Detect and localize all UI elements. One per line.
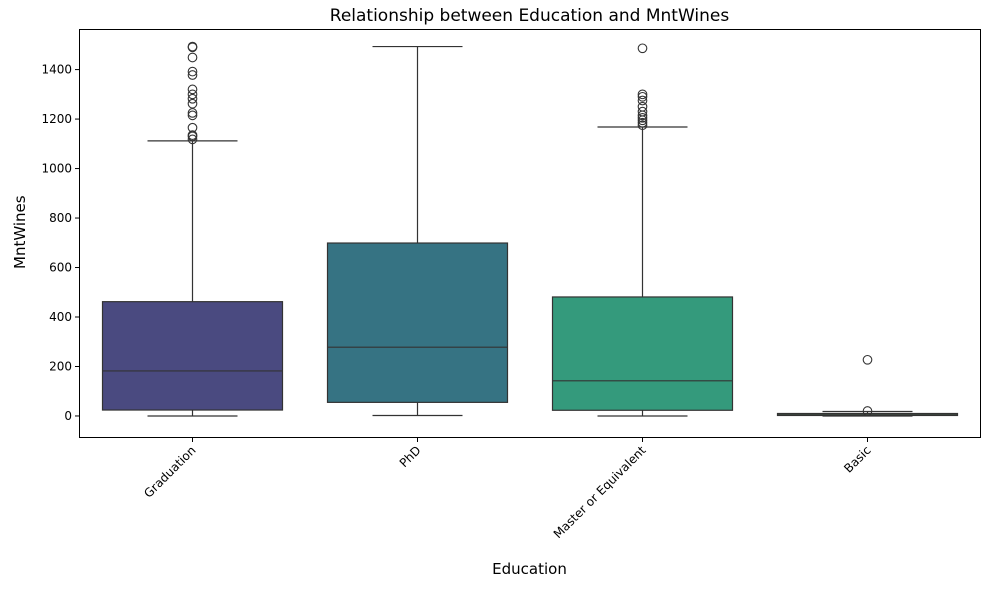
- outlier-point: [187, 89, 198, 100]
- outlier-point: [637, 95, 648, 106]
- chart-title: Relationship between Education and MntWi…: [329, 6, 730, 26]
- outlier-point: [637, 43, 648, 54]
- outlier-point: [637, 117, 648, 128]
- outlier-point: [187, 98, 198, 109]
- outlier-point: [187, 70, 198, 80]
- x-tick-label: Master or Equivalent: [551, 443, 649, 541]
- box: [326, 242, 509, 403]
- x-axis: Graduation PhD Master or Equivalent Basic: [141, 437, 874, 541]
- outlier-point: [187, 134, 198, 145]
- outlier-point: [637, 89, 648, 100]
- box: [101, 301, 284, 411]
- outlier-point: [187, 110, 198, 121]
- y-tick-label: 1000: [41, 162, 72, 176]
- y-tick-label: 1400: [41, 63, 72, 77]
- outlier-point: [187, 93, 198, 104]
- plot-frame: [79, 29, 981, 438]
- outlier-point: [637, 120, 648, 131]
- outlier-point: [187, 52, 198, 63]
- outlier-point: [187, 41, 198, 52]
- outlier-point: [187, 66, 198, 77]
- outlier-point: [637, 106, 648, 117]
- outlier-point: [187, 108, 198, 118]
- outlier-point: [637, 101, 648, 112]
- x-tick-label: Graduation: [141, 443, 198, 500]
- y-tick-label: 0: [64, 409, 72, 423]
- box-group-master-or-equivalent: [551, 43, 734, 417]
- outlier-point: [862, 354, 873, 365]
- x-tick-label: Basic: [841, 443, 873, 475]
- y-tick-label: 200: [49, 359, 72, 373]
- outlier-point: [637, 91, 648, 102]
- outlier-point: [862, 406, 873, 416]
- y-axis: 0 200 400 600 800 1000 1200 1400: [41, 63, 80, 423]
- box-group-phd: [326, 45, 509, 417]
- outlier-point: [187, 84, 198, 95]
- outlier-point: [187, 130, 198, 141]
- outlier-point: [187, 122, 198, 133]
- boxes-layer: [101, 41, 959, 417]
- y-tick-label: 800: [49, 211, 72, 225]
- y-tick-label: 1200: [41, 112, 72, 126]
- box-group-basic: [776, 354, 959, 417]
- x-tick-label: PhD: [397, 443, 424, 470]
- y-tick-label: 400: [49, 310, 72, 324]
- outlier-point: [637, 112, 648, 123]
- y-tick-label: 600: [49, 261, 72, 275]
- box-group-graduation: [101, 41, 284, 417]
- box: [551, 296, 734, 411]
- x-axis-label: Education: [492, 560, 567, 578]
